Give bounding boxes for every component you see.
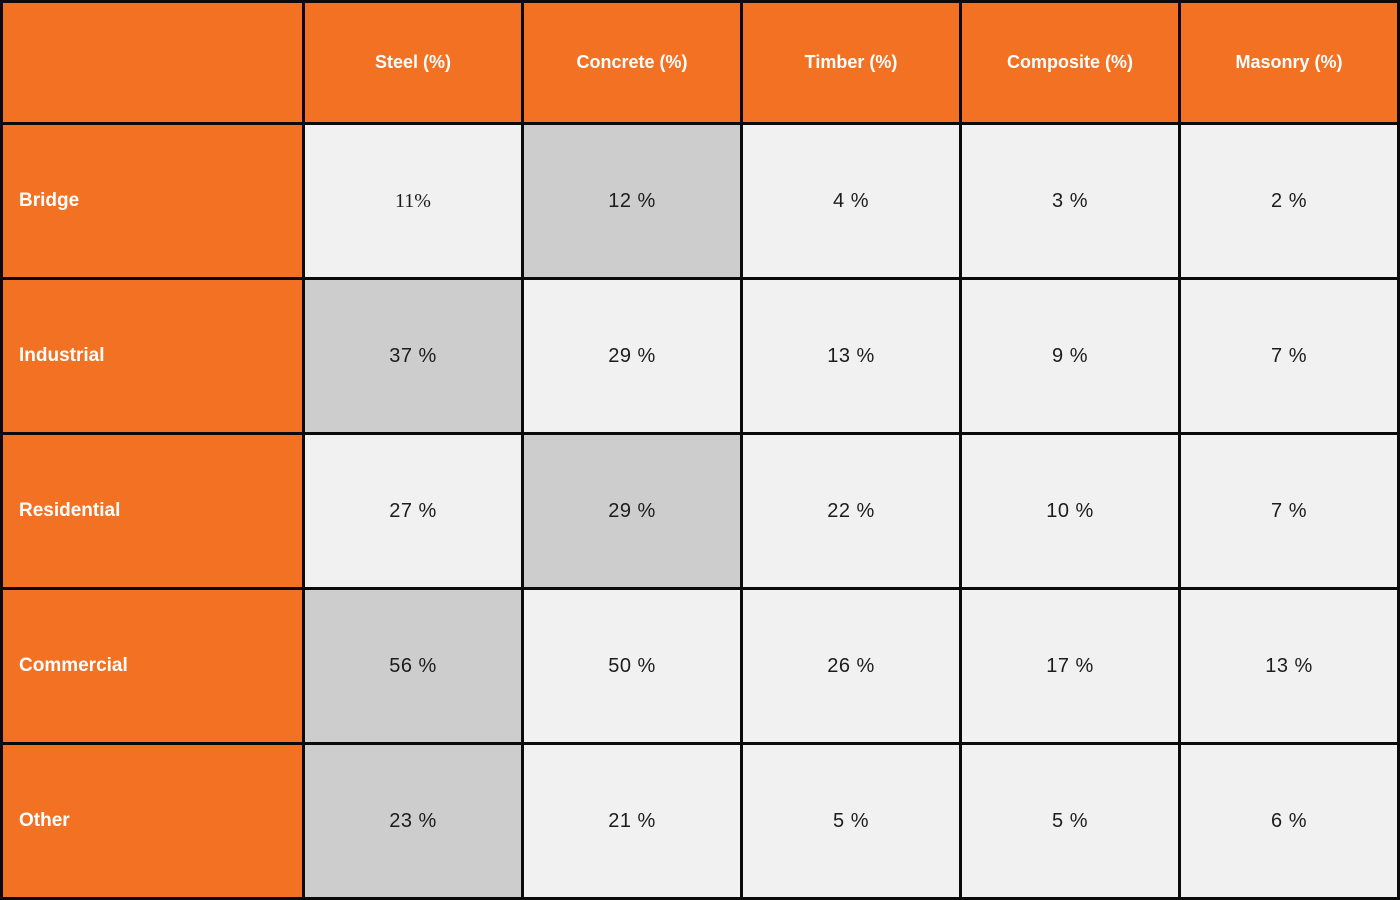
data-cell: 12 % (521, 122, 743, 280)
data-cell: 29 % (521, 277, 743, 435)
data-cell: 37 % (302, 277, 524, 435)
data-cell: 3 % (959, 122, 1181, 280)
data-cell: 22 % (740, 432, 962, 590)
table-row: Residential 27 % 29 % 22 % 10 % 7 % (0, 432, 1400, 590)
table-body: Bridge 11% 12 % 4 % 3 % 2 % Industrial 37 % 29 %… (0, 122, 1400, 900)
data-cell: 13 % (1178, 587, 1400, 745)
column-header: Steel (%) (302, 0, 524, 125)
data-cell: 13 % (740, 277, 962, 435)
column-header: Timber (%) (740, 0, 962, 125)
table-row: Industrial 37 % 29 % 13 % 9 % 7 % (0, 277, 1400, 435)
data-cell: 7 % (1178, 277, 1400, 435)
row-header: Bridge (0, 122, 305, 280)
data-cell: 26 % (740, 587, 962, 745)
table-row: Bridge 11% 12 % 4 % 3 % 2 % (0, 122, 1400, 280)
data-cell: 5 % (740, 742, 962, 900)
data-cell: 11% (302, 122, 524, 280)
column-header: Composite (%) (959, 0, 1181, 125)
table-row: Other 23 % 21 % 5 % 5 % 6 % (0, 742, 1400, 900)
data-cell: 27 % (302, 432, 524, 590)
data-cell: 50 % (521, 587, 743, 745)
data-cell: 4 % (740, 122, 962, 280)
column-header: Concrete (%) (521, 0, 743, 125)
data-cell: 7 % (1178, 432, 1400, 590)
header-row: Steel (%) Concrete (%) Timber (%) Composite… (0, 0, 1400, 125)
data-cell: 2 % (1178, 122, 1400, 280)
data-cell: 5 % (959, 742, 1181, 900)
data-cell: 6 % (1178, 742, 1400, 900)
data-cell: 23 % (302, 742, 524, 900)
data-cell: 10 % (959, 432, 1181, 590)
row-header: Residential (0, 432, 305, 590)
data-cell: 17 % (959, 587, 1181, 745)
data-cell: 21 % (521, 742, 743, 900)
row-header: Other (0, 742, 305, 900)
data-cell: 9 % (959, 277, 1181, 435)
column-header: Masonry (%) (1178, 0, 1400, 125)
row-header: Commercial (0, 587, 305, 745)
row-header: Industrial (0, 277, 305, 435)
corner-cell (0, 0, 305, 125)
table-row: Commercial 56 % 50 % 26 % 17 % 13 % (0, 587, 1400, 745)
data-cell: 56 % (302, 587, 524, 745)
data-cell: 29 % (521, 432, 743, 590)
